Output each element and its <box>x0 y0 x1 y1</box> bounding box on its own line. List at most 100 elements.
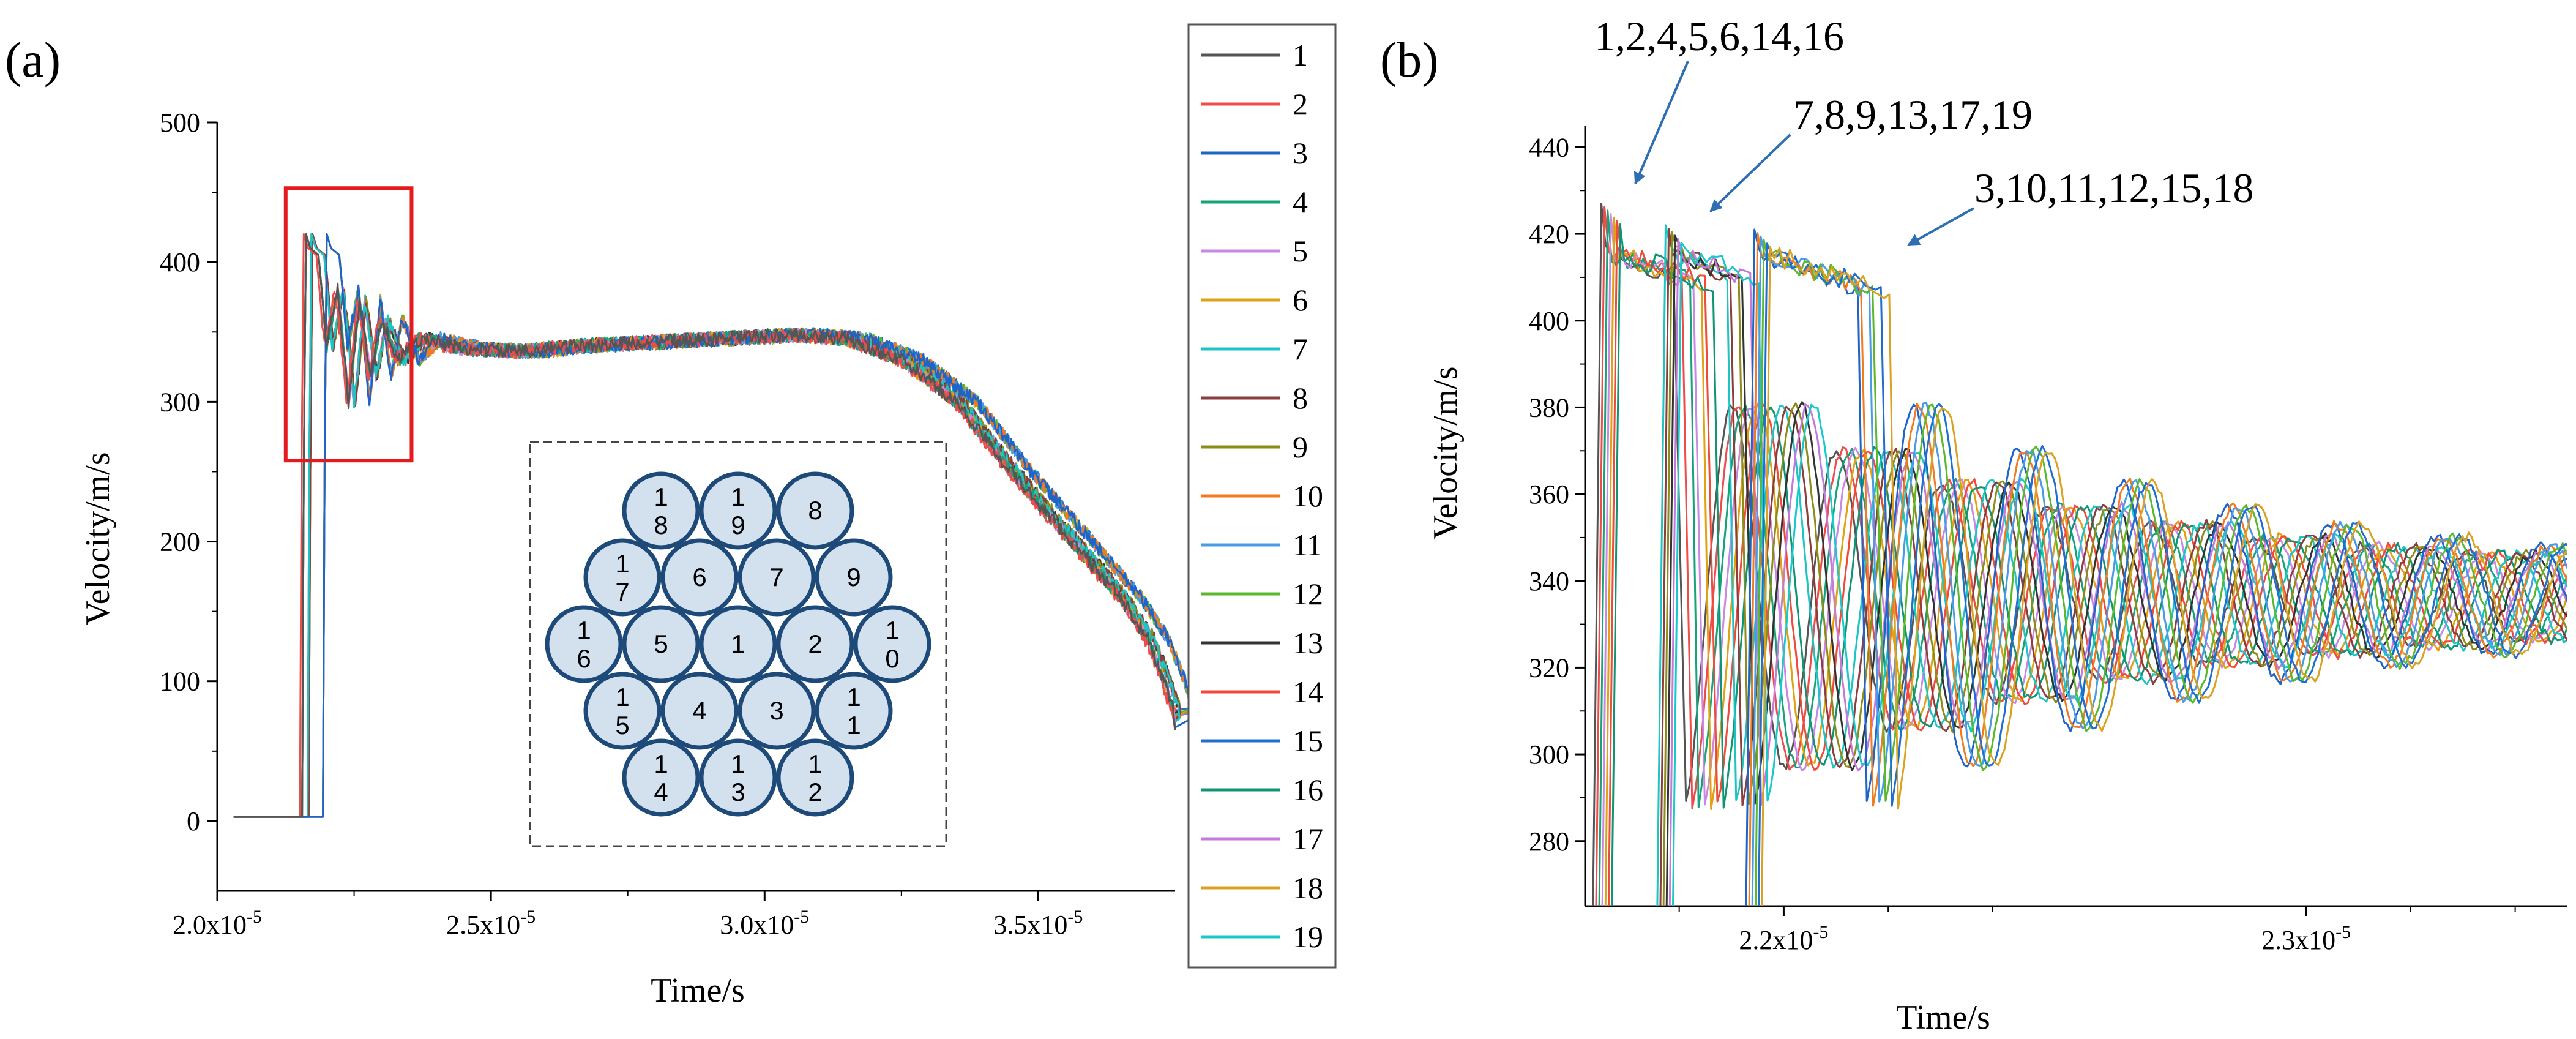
chart-b-y-tick-label: 340 <box>1529 566 1569 596</box>
bundle-circle <box>737 672 816 750</box>
bundle-circle <box>660 538 739 617</box>
chart-a-y-tick-label: 400 <box>160 247 200 277</box>
chart-b-series-line-10 <box>1748 232 2567 906</box>
bundle-circle-label: 9 <box>846 563 861 591</box>
bundle-circle-label: 1 <box>577 616 591 645</box>
chart-b-series-line-17 <box>1668 238 2567 906</box>
panel-b: (b) Velocity/m/s Time/s 280 300 320 340 360 3… <box>1380 13 2567 1037</box>
chart-a-ylabel: Velocity/m/s <box>79 452 117 625</box>
chart-b-y-tick-label: 280 <box>1529 827 1569 857</box>
bundle-circle-label: 1 <box>846 683 861 711</box>
chart-a-y-tick-label: 100 <box>160 667 200 697</box>
bundle-circle-label: 9 <box>731 511 745 539</box>
chart-b-series-line-6 <box>1604 216 2567 906</box>
legend-label-6: 6 <box>1293 283 1308 317</box>
chart-b-series-line-5 <box>1601 213 2567 906</box>
bundle-circle-label: 5 <box>654 629 668 658</box>
chart-b-annotations: 1,2,4,5,6,14,16 7,8,9,13,17,19 3,10,11,12,… <box>1594 13 2253 246</box>
chart-b-x-tick-label: 2.3x10-5 <box>2261 922 2351 955</box>
chart-b-series-line-14 <box>1607 220 2567 906</box>
bundle-circle <box>622 471 700 550</box>
chart-b-group-label-1: 1,2,4,5,6,14,16 <box>1594 13 1844 59</box>
chart-b-series <box>1592 203 2567 906</box>
bundle-circle <box>660 672 739 750</box>
chart-b-ylabel: Velocity/m/s <box>1427 366 1465 539</box>
chart-b-y-tick-label: 360 <box>1529 479 1569 509</box>
chart-b-series-line-15 <box>1757 242 2567 906</box>
legend-label-17: 17 <box>1293 822 1323 856</box>
legend-label-11: 11 <box>1293 528 1322 562</box>
chart-a-y-tick-label: 500 <box>160 108 200 138</box>
bundle-circle-label: 7 <box>615 577 629 606</box>
chart-b-series-line-9 <box>1662 231 2567 906</box>
bundle-circle <box>699 471 777 550</box>
chart-b-y-tick-label: 300 <box>1529 740 1569 770</box>
legend-label-2: 2 <box>1293 87 1308 121</box>
chart-b-y-tick-label: 440 <box>1529 132 1569 162</box>
chart-b-axes: 280 300 320 340 360 380 400 420 440 2.2x10-5 2.3x1… <box>1529 126 2567 955</box>
chart-a-x-tick-label: 2.5x10-5 <box>446 907 536 940</box>
bundle-circle-label: 1 <box>731 482 745 511</box>
bundle-circle-label: 6 <box>692 563 706 591</box>
bundle-circle-label: 6 <box>577 644 591 673</box>
chart-a-y-tick-label: 200 <box>160 527 200 557</box>
bundle-circle-label: 0 <box>885 644 899 673</box>
legend-label-13: 13 <box>1293 626 1323 660</box>
chart-b-y-tick-label: 380 <box>1529 392 1569 422</box>
bundle-circle <box>853 605 931 683</box>
bundle-circle-label: 1 <box>885 616 899 645</box>
bundle-circle-label: 7 <box>769 563 783 591</box>
bundle-circle <box>737 538 816 617</box>
chart-b-group-label-2: 7,8,9,13,17,19 <box>1793 91 2033 138</box>
bundle-circle <box>583 538 662 617</box>
bundle-circle <box>815 538 893 617</box>
chart-b-group-label-3: 3,10,11,12,15,18 <box>1974 165 2253 211</box>
legend-label-16: 16 <box>1293 773 1323 807</box>
chart-b-group-arrow-2 <box>1709 133 1791 212</box>
bundle-circle-label: 3 <box>769 696 783 725</box>
panel-a: (a) Velocity/m/s Time/s 0100200300400500… <box>5 23 1337 1010</box>
chart-a-zoom-box <box>283 186 414 463</box>
legend-label-4: 4 <box>1293 185 1308 219</box>
chart-b-series-group <box>1592 203 2567 906</box>
bundle-circle <box>776 738 854 817</box>
panel-a-label: (a) <box>5 32 61 88</box>
bundle-circle-label: 1 <box>654 482 668 511</box>
legend-label-10: 10 <box>1293 479 1323 513</box>
bundle-circle-label: 1 <box>808 749 822 778</box>
chart-b-series-line-8 <box>1659 228 2567 906</box>
legend-label-7: 7 <box>1293 332 1308 366</box>
chart-b-y-tick-label: 420 <box>1529 219 1569 249</box>
chart-a-y-tick-label: 0 <box>187 806 200 836</box>
bundle-circle-label: 1 <box>731 629 745 658</box>
chart-b-xlabel: Time/s <box>1896 999 1990 1037</box>
bundle-circle-label: 3 <box>731 778 745 806</box>
chart-a-x-tick-label: 3.0x10-5 <box>720 907 809 940</box>
bundle-circle <box>776 471 854 550</box>
chart-a-y-tick-label: 300 <box>160 387 200 417</box>
bundle-circle <box>776 605 854 683</box>
bundle-circle-label: 4 <box>692 696 706 725</box>
bundle-circle-label: 1 <box>615 549 629 578</box>
bundle-circle <box>699 605 777 683</box>
bundle-circle-label: 5 <box>615 711 629 740</box>
bundle-circle-label: 1 <box>654 749 668 778</box>
bundle-circle <box>545 605 623 683</box>
legend-label-19: 19 <box>1293 920 1323 954</box>
bundle-circle-label: 2 <box>808 629 822 658</box>
chart-a-highlight-box <box>283 186 414 463</box>
chart-b-series-line-19 <box>1671 241 2567 906</box>
bundle-circle <box>622 738 700 817</box>
legend-label-8: 8 <box>1293 381 1308 415</box>
chart-a-series <box>233 233 1196 818</box>
chart-b-group-arrow-3 <box>1907 207 1974 246</box>
chart-b-y-tick-label: 400 <box>1529 306 1569 336</box>
chart-b-x-tick-label: 2.2x10-5 <box>1739 922 1828 955</box>
legend-label-18: 18 <box>1293 871 1323 905</box>
chart-b-y-tick-label: 320 <box>1529 653 1569 683</box>
panel-b-label: (b) <box>1380 32 1439 88</box>
bundle-circle-label: 8 <box>808 496 822 525</box>
